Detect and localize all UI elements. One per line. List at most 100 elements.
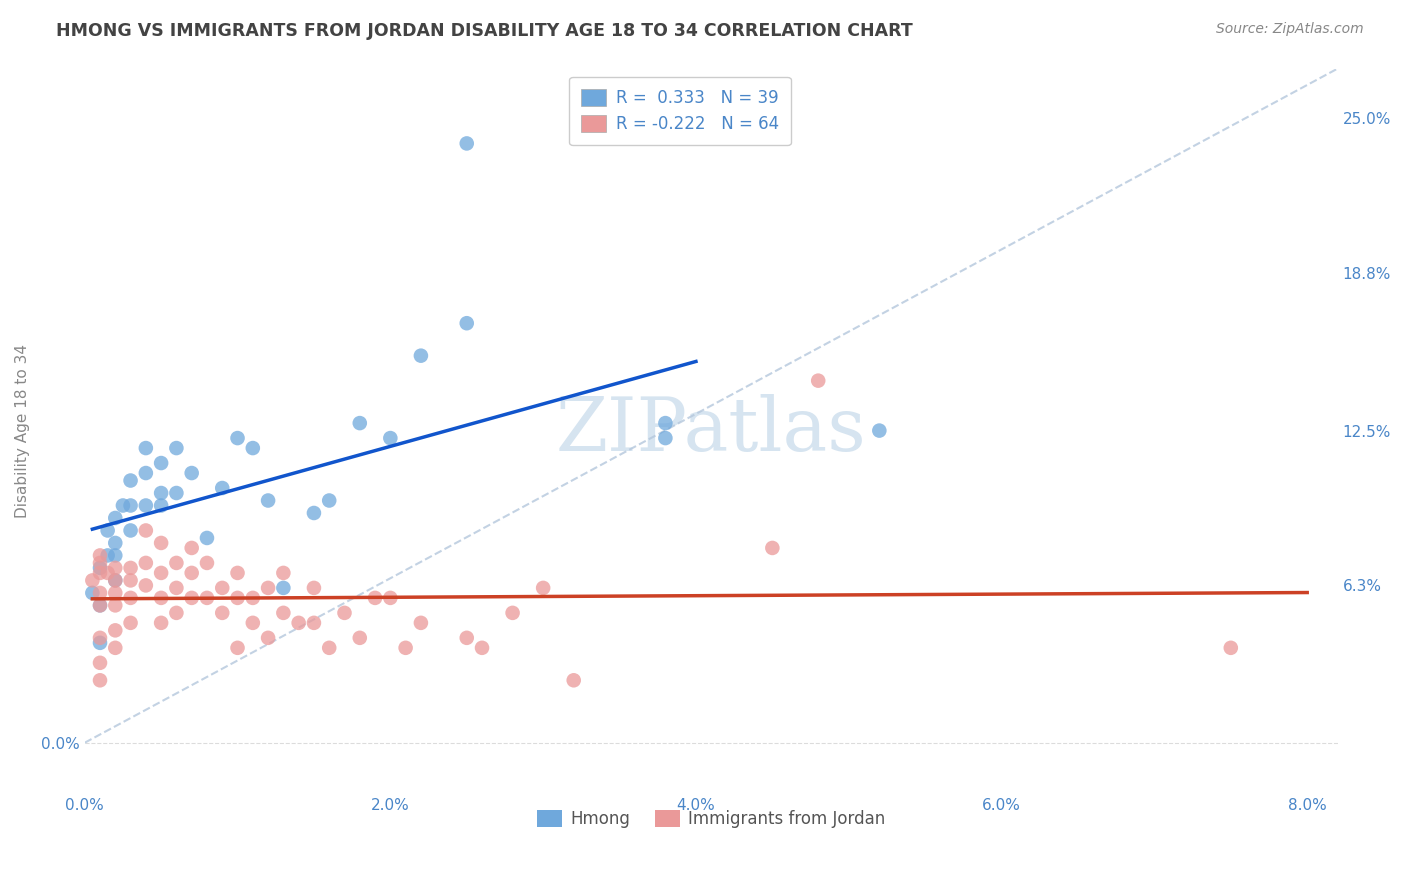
Point — [89, 586, 111, 600]
Point — [89, 549, 111, 563]
Point — [135, 524, 157, 538]
Point — [165, 581, 187, 595]
Point — [242, 591, 264, 605]
Point — [333, 606, 356, 620]
Point — [257, 581, 280, 595]
Point — [242, 615, 264, 630]
Point — [150, 536, 173, 550]
Point — [257, 493, 280, 508]
Point — [89, 556, 111, 570]
Point — [807, 374, 830, 388]
Point — [409, 349, 432, 363]
Point — [562, 673, 585, 688]
Point — [318, 493, 340, 508]
Point — [471, 640, 494, 655]
Point — [97, 524, 120, 538]
Point — [97, 566, 120, 580]
Point — [761, 541, 783, 555]
Point — [165, 486, 187, 500]
Point — [150, 566, 173, 580]
Point — [165, 606, 187, 620]
Point — [226, 566, 249, 580]
Point — [150, 456, 173, 470]
Point — [180, 591, 202, 605]
Point — [302, 506, 325, 520]
Point — [226, 431, 249, 445]
Point — [211, 606, 233, 620]
Point — [456, 316, 478, 330]
Point — [120, 474, 142, 488]
Point — [180, 566, 202, 580]
Point — [89, 636, 111, 650]
Point — [104, 536, 127, 550]
Point — [349, 416, 371, 430]
Legend: Hmong, Immigrants from Jordan: Hmong, Immigrants from Jordan — [530, 804, 893, 835]
Point — [531, 581, 554, 595]
Point — [502, 606, 524, 620]
Point — [104, 624, 127, 638]
Point — [135, 466, 157, 480]
Point — [104, 586, 127, 600]
Point — [89, 561, 111, 575]
Point — [654, 416, 676, 430]
Point — [195, 591, 218, 605]
Point — [104, 511, 127, 525]
Point — [349, 631, 371, 645]
Point — [394, 640, 416, 655]
Text: HMONG VS IMMIGRANTS FROM JORDAN DISABILITY AGE 18 TO 34 CORRELATION CHART: HMONG VS IMMIGRANTS FROM JORDAN DISABILI… — [56, 22, 912, 40]
Point — [211, 581, 233, 595]
Point — [165, 556, 187, 570]
Point — [150, 615, 173, 630]
Point — [226, 640, 249, 655]
Point — [135, 578, 157, 592]
Point — [257, 631, 280, 645]
Point — [302, 615, 325, 630]
Point — [868, 424, 890, 438]
Point — [111, 499, 134, 513]
Point — [104, 561, 127, 575]
Point — [165, 441, 187, 455]
Point — [226, 591, 249, 605]
Point — [104, 574, 127, 588]
Point — [211, 481, 233, 495]
Point — [120, 615, 142, 630]
Point — [180, 466, 202, 480]
Point — [302, 581, 325, 595]
Point — [135, 499, 157, 513]
Point — [97, 549, 120, 563]
Point — [150, 486, 173, 500]
Point — [120, 524, 142, 538]
Point — [150, 499, 173, 513]
Point — [89, 599, 111, 613]
Point — [89, 566, 111, 580]
Point — [82, 586, 104, 600]
Point — [456, 136, 478, 151]
Point — [150, 591, 173, 605]
Point — [89, 631, 111, 645]
Text: Source: ZipAtlas.com: Source: ZipAtlas.com — [1216, 22, 1364, 37]
Point — [135, 441, 157, 455]
Point — [409, 615, 432, 630]
Point — [180, 541, 202, 555]
Point — [380, 431, 402, 445]
Text: ZIPatlas: ZIPatlas — [555, 394, 866, 467]
Point — [273, 581, 295, 595]
Point — [120, 574, 142, 588]
Point — [380, 591, 402, 605]
Point — [104, 599, 127, 613]
Point — [104, 574, 127, 588]
Point — [1219, 640, 1241, 655]
Point — [242, 441, 264, 455]
Point — [287, 615, 309, 630]
Point — [120, 591, 142, 605]
Point — [120, 561, 142, 575]
Point — [456, 631, 478, 645]
Point — [318, 640, 340, 655]
Point — [89, 599, 111, 613]
Point — [273, 606, 295, 620]
Point — [135, 556, 157, 570]
Point — [195, 556, 218, 570]
Point — [89, 656, 111, 670]
Point — [120, 499, 142, 513]
Point — [89, 673, 111, 688]
